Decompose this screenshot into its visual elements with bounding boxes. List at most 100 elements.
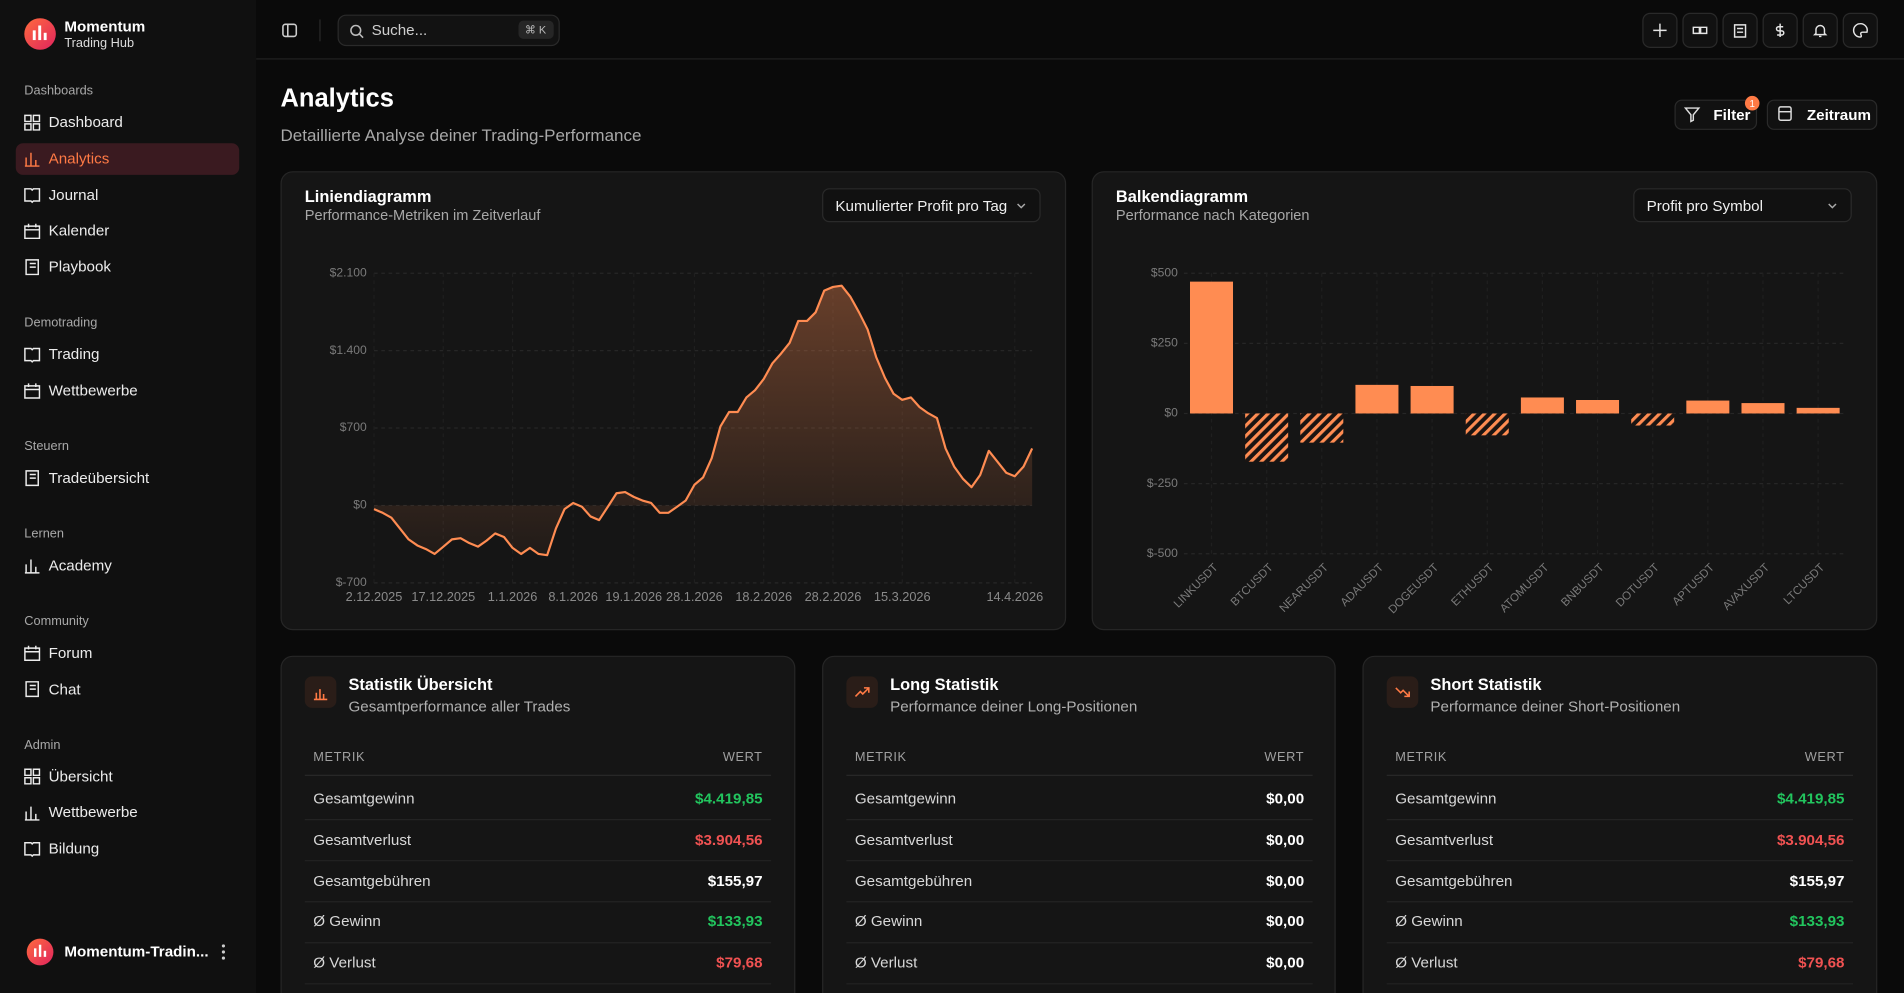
header-icon-shape — [1653, 23, 1667, 38]
nav-icon — [24, 768, 41, 785]
nav-icon — [24, 114, 41, 131]
nav-item[interactable]: Journal — [48, 186, 99, 204]
chart-subtitle: Performance nach Kategorien — [1115, 205, 1310, 223]
bar — [1686, 400, 1730, 414]
nav-icon-shape — [24, 152, 40, 167]
x-tick-label: APTUSDT — [1670, 562, 1716, 608]
nav-icon — [24, 806, 40, 821]
metric-value: $133,93 — [1789, 913, 1845, 931]
nav-icon-shape — [24, 223, 41, 240]
y-tick-label: $700 — [340, 420, 367, 434]
x-tick-label: ATOMUSDT — [1498, 562, 1551, 615]
x-tick-label: 18.2.2026 — [735, 589, 792, 604]
nav-item[interactable]: Wettbewerbe — [48, 381, 138, 399]
metric-value: $4.419,85 — [1776, 790, 1845, 808]
nav-item[interactable]: Bildung — [48, 839, 100, 857]
x-tick-label: NEARUSDT — [1278, 562, 1331, 615]
search-placeholder: Suche... — [371, 21, 428, 39]
nav-item[interactable]: Tradeübersicht — [48, 469, 150, 487]
user-name: Momentum-Tradin... — [64, 943, 209, 961]
x-tick-label: 2.12.2025 — [346, 589, 403, 604]
header-icon-shape — [1733, 24, 1747, 38]
line-chart-card — [280, 171, 1067, 631]
bar — [1741, 403, 1785, 414]
nav-item[interactable]: Wettbewerbe — [48, 803, 138, 821]
nav-item[interactable]: Playbook — [48, 258, 112, 276]
y-tick-label: $0 — [1164, 406, 1178, 420]
header-button[interactable] — [1842, 12, 1878, 48]
y-tick-label: $1.400 — [330, 343, 367, 357]
x-tick-label: 17.12.2025 — [411, 589, 475, 604]
stat-icon-box — [846, 676, 878, 708]
filter-badge-count: 1 — [1749, 97, 1755, 109]
x-tick-label: 8.1.2026 — [548, 589, 598, 604]
bar — [1796, 407, 1840, 414]
x-tick-label: LTCUSDT — [1782, 562, 1827, 607]
nav-icon-shape — [24, 114, 41, 131]
metric-name: Gesamtverlust — [1395, 831, 1494, 849]
metric-name: Gesamtgebühren — [1395, 872, 1513, 890]
x-tick-label: AVAXUSDT — [1721, 562, 1772, 613]
nav-item[interactable]: Übersicht — [48, 767, 113, 785]
sidebar-toggle[interactable] — [282, 23, 298, 38]
nav-item[interactable]: Forum — [48, 644, 93, 662]
column-header: METRIK — [313, 750, 366, 765]
nav-item[interactable]: Analytics — [48, 149, 110, 167]
x-tick-label: ETHUSDT — [1449, 562, 1496, 609]
nav-icon-shape — [24, 347, 41, 363]
user-menu[interactable] — [221, 944, 226, 960]
metric-name: Gesamtgewinn — [854, 790, 957, 808]
nav-item[interactable]: Trading — [48, 345, 100, 363]
stat-subtitle: Performance deiner Long-Positionen — [890, 697, 1138, 715]
metric-name: Gesamtgewinn — [313, 790, 415, 808]
chevron — [1017, 203, 1837, 209]
stat-icon-shape — [313, 689, 328, 701]
filter-icon — [1683, 107, 1701, 123]
chart-selector[interactable]: Kumulierter Profit pro Tag — [835, 197, 1008, 215]
header-icon-shape — [1775, 23, 1785, 38]
y-tick-label: $-500 — [1147, 546, 1178, 560]
page-subtitle: Detaillierte Analyse deiner Trading-Perf… — [280, 125, 642, 145]
nav-icon-shape — [24, 806, 40, 821]
chart-title: Balkendiagramm — [1115, 186, 1249, 205]
column-header: WERT — [722, 750, 763, 765]
metric-name: Gesamtgewinn — [1395, 790, 1497, 808]
column-header: WERT — [1804, 750, 1845, 765]
stat-icon — [1395, 687, 1410, 698]
nav-item[interactable]: Dashboard — [48, 113, 123, 131]
nav-item[interactable]: Academy — [48, 556, 112, 574]
filter-button[interactable] — [1674, 99, 1758, 130]
x-tick-label: DOTUSDT — [1614, 562, 1662, 610]
filter-label[interactable]: Filter — [1713, 105, 1751, 123]
header-button[interactable] — [1722, 12, 1758, 48]
page-title: Analytics — [280, 84, 394, 113]
nav-icon-shape — [25, 259, 39, 276]
chart-selector[interactable]: Profit pro Symbol — [1646, 197, 1763, 215]
bar — [1465, 413, 1509, 436]
nav-item[interactable]: Kalender — [48, 222, 110, 240]
metric-name: Ø Verlust — [1395, 954, 1458, 972]
bar-selector[interactable] — [1633, 188, 1852, 223]
header-button[interactable] — [1802, 12, 1838, 48]
header-icon — [1692, 26, 1708, 35]
stat-icon — [313, 689, 328, 701]
nav-icon-shape — [25, 470, 39, 487]
stat-title: Short Statistik — [1430, 675, 1542, 694]
metric-name: Gesamtgebühren — [854, 872, 973, 890]
nav-item[interactable]: Chat — [48, 680, 81, 698]
nav-icon — [24, 645, 41, 661]
header-icon-shape — [1812, 24, 1828, 38]
nav-icon-shape — [24, 559, 40, 574]
bar — [1631, 413, 1675, 426]
footer-avatar — [26, 938, 54, 966]
period-label[interactable]: Zeitraum — [1806, 105, 1871, 123]
stat-subtitle: Performance deiner Short-Positionen — [1430, 697, 1681, 715]
x-tick-label: ADAUSDT — [1339, 562, 1386, 609]
period-button[interactable] — [1766, 99, 1878, 130]
nav-icon-shape — [24, 645, 41, 661]
line-selector[interactable] — [822, 188, 1041, 223]
column-header: METRIK — [1395, 750, 1448, 765]
area — [374, 285, 1033, 556]
x-tick-label: 19.1.2026 — [605, 589, 662, 604]
column-header: METRIK — [854, 750, 907, 765]
